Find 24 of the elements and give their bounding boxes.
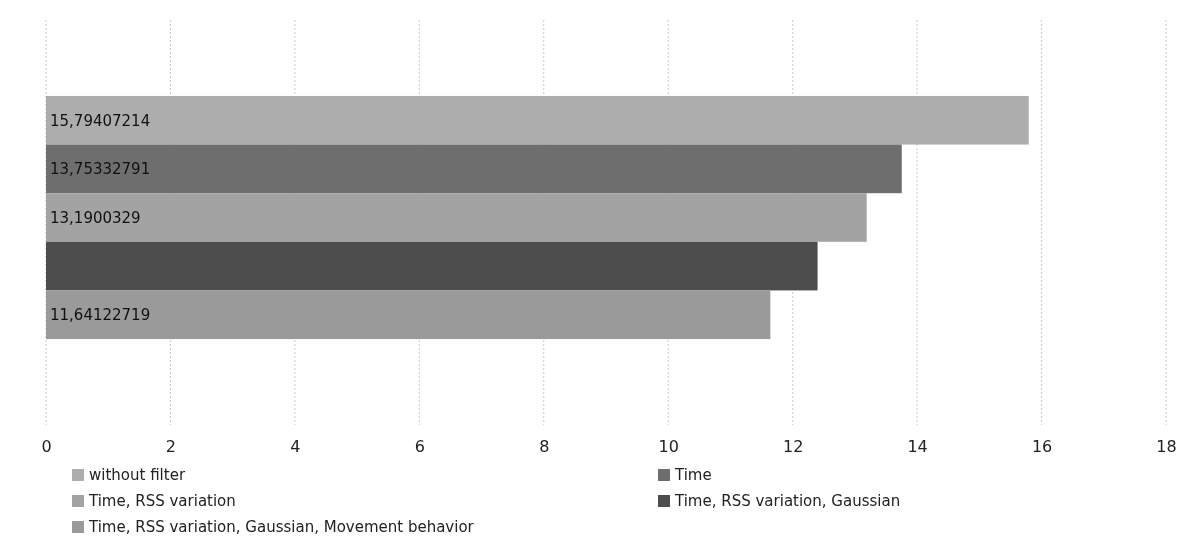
bar [46,290,771,340]
x-tick-label: 16 [1031,437,1053,457]
x-tick-label: 8 [539,437,550,457]
x-tick-label: 18 [1156,437,1177,457]
data-label: 13,75332791 [50,160,151,179]
bar [46,95,1029,145]
data-label: 11,64122719 [50,305,151,324]
bar [46,144,902,194]
legend-label: without filter [89,466,186,485]
bar [46,241,818,291]
data-label: 13,1900329 [50,208,141,227]
x-tick-label: 6 [414,437,425,457]
x-tick-label: 12 [782,437,804,457]
legend-label: Time, RSS variation, Gaussian, Movement behavior [88,518,475,537]
legend-label: Time [674,466,712,485]
x-tick-label: 10 [658,437,679,457]
x-tick-label: 4 [290,437,301,457]
data-label: 15,79407214 [50,111,151,130]
legend-label: Time, RSS variation [88,492,236,511]
x-tick-label: 0 [41,437,52,457]
legend-label: Time, RSS variation, Gaussian [674,492,901,511]
x-tick-label: 2 [165,437,177,457]
bar [46,193,867,242]
x-tick-label: 14 [907,437,928,457]
